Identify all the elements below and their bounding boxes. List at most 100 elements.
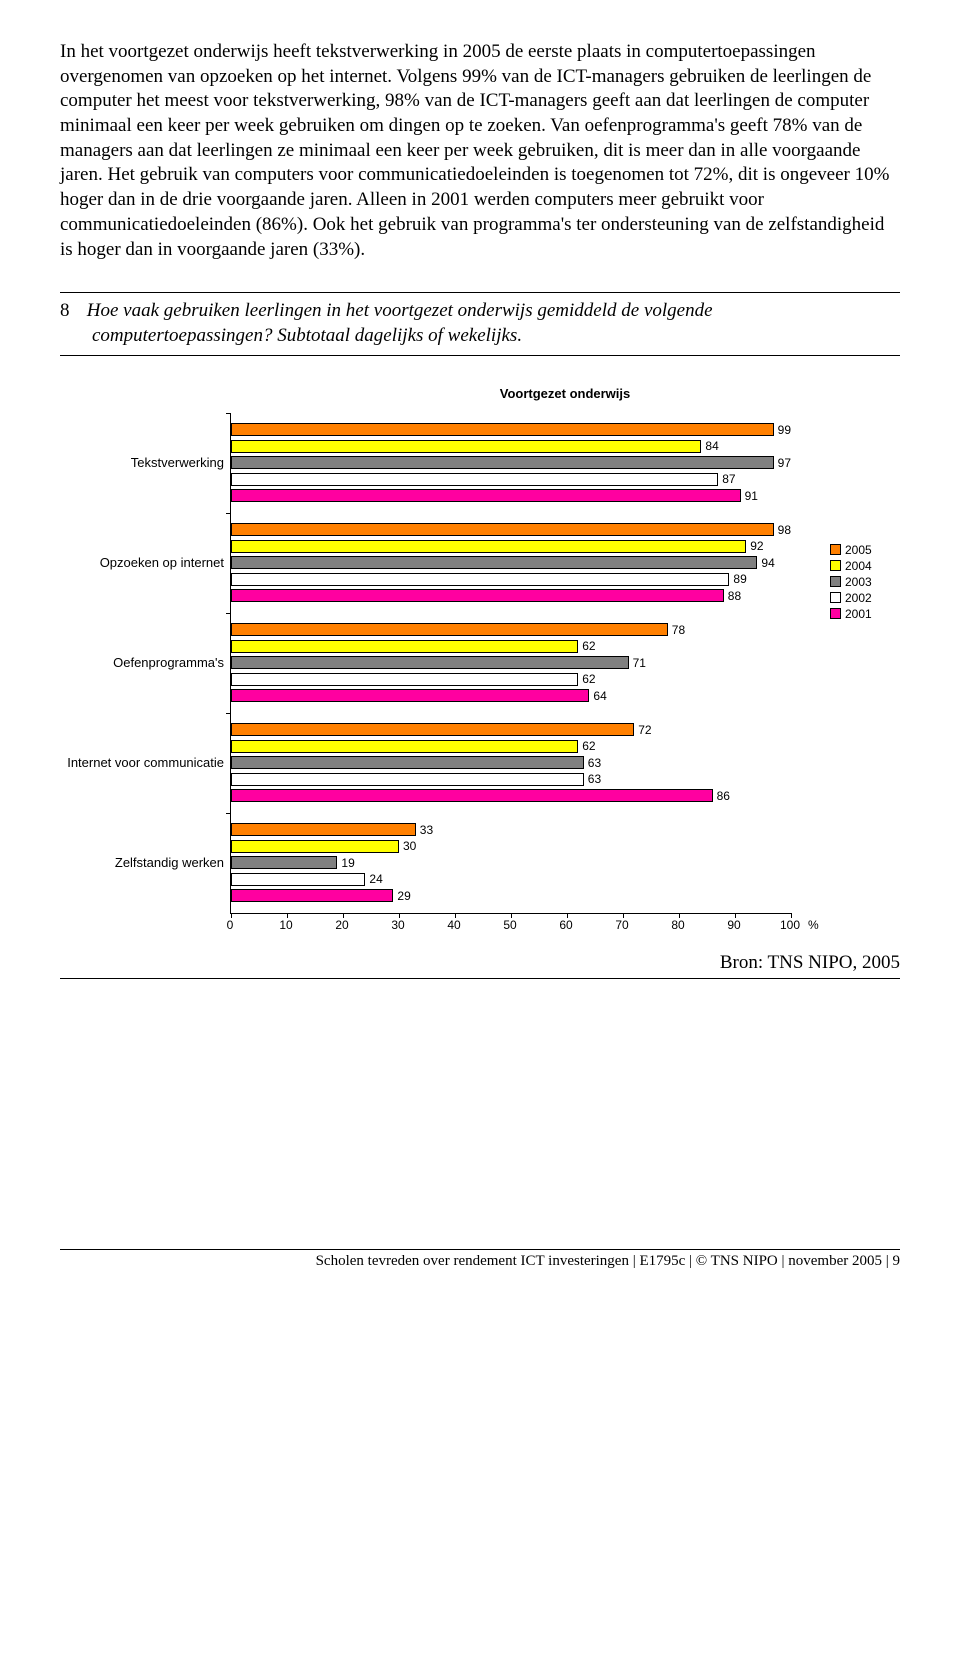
plot-area: 99 84 97 87 91 98 92 94 89 88 78 62 71 62 64 72 62 63 63 86… xyxy=(230,413,791,914)
bar xyxy=(231,640,578,653)
y-axis-labels: TekstverwerkingOpzoeken op internetOefen… xyxy=(60,413,230,913)
bar xyxy=(231,440,701,453)
x-tick-label: 90 xyxy=(727,918,740,932)
category-group: 98 92 94 89 88 xyxy=(231,513,791,613)
bar-value-label: 78 xyxy=(672,623,685,637)
x-tick-label: 20 xyxy=(335,918,348,932)
bar xyxy=(231,856,337,869)
legend-swatch xyxy=(830,560,841,571)
bar xyxy=(231,773,584,786)
bar-value-label: 92 xyxy=(750,539,763,553)
x-axis-unit: % xyxy=(808,918,819,932)
figure-caption: 8 Hoe vaak gebruiken leerlingen in het v… xyxy=(60,292,900,355)
legend-item: 2004 xyxy=(830,559,900,573)
x-tick-label: 40 xyxy=(447,918,460,932)
bar-value-label: 30 xyxy=(403,839,416,853)
bar-value-label: 33 xyxy=(420,823,433,837)
bar-value-label: 72 xyxy=(638,723,651,737)
x-tick-label: 80 xyxy=(671,918,684,932)
page-footer: Scholen tevreden over rendement ICT inve… xyxy=(60,1249,900,1270)
x-axis: 0102030405060708090100% xyxy=(230,914,790,934)
bar xyxy=(231,473,718,486)
bar-value-label: 86 xyxy=(717,789,730,803)
bar xyxy=(231,823,416,836)
legend-swatch xyxy=(830,592,841,603)
category-group: 72 62 63 63 86 xyxy=(231,713,791,813)
legend-label: 2003 xyxy=(845,575,872,589)
bar-value-label: 91 xyxy=(745,489,758,503)
bar xyxy=(231,523,774,536)
bar-value-label: 98 xyxy=(778,523,791,537)
category-label: Oefenprogramma's xyxy=(60,613,230,713)
bar xyxy=(231,889,393,902)
bar-value-label: 71 xyxy=(633,656,646,670)
bar xyxy=(231,873,365,886)
legend-label: 2001 xyxy=(845,607,872,621)
legend-item: 2001 xyxy=(830,607,900,621)
category-group: 78 62 71 62 64 xyxy=(231,613,791,713)
bar xyxy=(231,789,713,802)
bar-value-label: 84 xyxy=(705,439,718,453)
legend-label: 2002 xyxy=(845,591,872,605)
x-tick-label: 10 xyxy=(279,918,292,932)
bar xyxy=(231,673,578,686)
x-tick-label: 60 xyxy=(559,918,572,932)
bar xyxy=(231,540,746,553)
legend-label: 2005 xyxy=(845,543,872,557)
legend-item: 2005 xyxy=(830,543,900,557)
bar-value-label: 29 xyxy=(397,889,410,903)
bar xyxy=(231,756,584,769)
bar xyxy=(231,623,668,636)
bar-chart: Voortgezet onderwijs TekstverwerkingOpzo… xyxy=(60,386,900,934)
x-tick-label: 70 xyxy=(615,918,628,932)
bar xyxy=(231,489,741,502)
bar-value-label: 97 xyxy=(778,456,791,470)
bar xyxy=(231,556,757,569)
legend-item: 2003 xyxy=(830,575,900,589)
x-tick-label: 0 xyxy=(227,918,234,932)
bar xyxy=(231,723,634,736)
x-tick-label: 50 xyxy=(503,918,516,932)
bar-value-label: 63 xyxy=(588,756,601,770)
chart-legend: 2005 2004 2003 2002 2001 xyxy=(830,543,900,623)
bar-value-label: 63 xyxy=(588,772,601,786)
chart-source: Bron: TNS NIPO, 2005 xyxy=(60,944,900,979)
legend-label: 2004 xyxy=(845,559,872,573)
bar xyxy=(231,589,724,602)
x-tick-label: 30 xyxy=(391,918,404,932)
legend-swatch xyxy=(830,544,841,555)
figure-caption-line2: computertoepassingen? Subtotaal dagelijk… xyxy=(60,324,900,349)
bar-value-label: 64 xyxy=(593,689,606,703)
bar xyxy=(231,689,589,702)
bar xyxy=(231,740,578,753)
bar xyxy=(231,456,774,469)
bar xyxy=(231,840,399,853)
legend-item: 2002 xyxy=(830,591,900,605)
category-group: 33 30 19 24 29 xyxy=(231,813,791,913)
bar-value-label: 62 xyxy=(582,672,595,686)
bar-value-label: 24 xyxy=(369,872,382,886)
bar-value-label: 87 xyxy=(722,472,735,486)
category-label: Opzoeken op internet xyxy=(60,513,230,613)
bar xyxy=(231,656,629,669)
legend-swatch xyxy=(830,608,841,619)
bar-value-label: 62 xyxy=(582,639,595,653)
body-paragraph: In het voortgezet onderwijs heeft tekstv… xyxy=(60,40,900,262)
figure-number: 8 xyxy=(60,299,82,324)
bar-value-label: 89 xyxy=(733,572,746,586)
bar xyxy=(231,423,774,436)
category-group: 99 84 97 87 91 xyxy=(231,413,791,513)
x-tick-label: 100 xyxy=(780,918,800,932)
bar-value-label: 88 xyxy=(728,589,741,603)
chart-title: Voortgezet onderwijs xyxy=(230,386,900,401)
legend-swatch xyxy=(830,576,841,587)
bar xyxy=(231,573,729,586)
bar-value-label: 94 xyxy=(761,556,774,570)
category-label: Tekstverwerking xyxy=(60,413,230,513)
category-label: Zelfstandig werken xyxy=(60,813,230,913)
bar-value-label: 99 xyxy=(778,423,791,437)
bar-value-label: 62 xyxy=(582,739,595,753)
figure-caption-line1: Hoe vaak gebruiken leerlingen in het voo… xyxy=(87,300,713,321)
category-label: Internet voor communicatie xyxy=(60,713,230,813)
bar-value-label: 19 xyxy=(341,856,354,870)
